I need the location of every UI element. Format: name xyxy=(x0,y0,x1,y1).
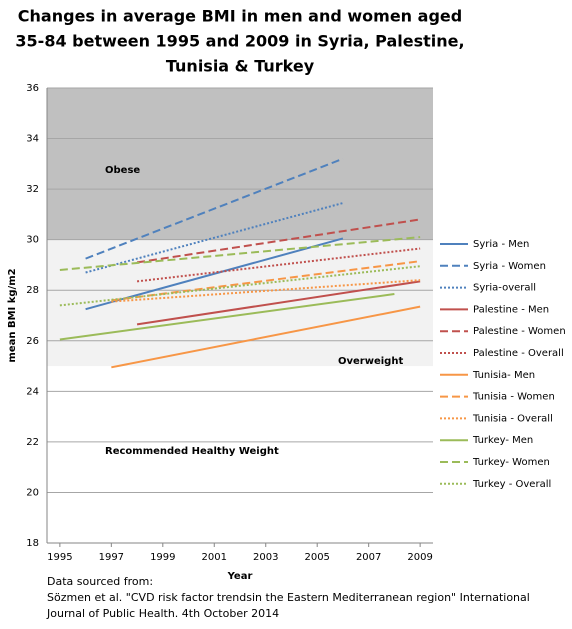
line-series xyxy=(59,265,421,307)
y-tick-label: 26 xyxy=(26,336,39,347)
x-tick-label: 1999 xyxy=(150,552,175,563)
y-tick-label: 34 xyxy=(26,134,39,145)
y-tick-label: 30 xyxy=(26,235,39,246)
band-label: Obese xyxy=(105,165,140,176)
line-series xyxy=(111,260,421,302)
y-tick-label: 20 xyxy=(26,487,39,498)
y-tick-label: 18 xyxy=(26,538,39,549)
x-tick-label: 2007 xyxy=(356,552,381,563)
legend-label: Turkey- Men xyxy=(472,435,533,446)
y-tick-label: 24 xyxy=(26,386,39,397)
x-tick-label: 2005 xyxy=(304,552,329,563)
chart-title: Tunisia & Turkey xyxy=(166,57,315,76)
legend-label: Tunisia- Men xyxy=(472,370,535,381)
y-tick-label: 32 xyxy=(26,184,39,195)
y-tick-label: 28 xyxy=(26,285,39,296)
legend-label: Palestine - Men xyxy=(473,304,549,315)
line-series xyxy=(111,305,421,369)
legend-label: Tunisia - Women xyxy=(472,392,555,403)
x-tick-label: 2003 xyxy=(253,552,278,563)
source-note: Journal of Public Health. 4th October 20… xyxy=(46,607,279,620)
legend-label: Syria-overall xyxy=(473,283,536,294)
y-tick-label: 36 xyxy=(26,83,39,94)
legend-label: Tunisia - Overall xyxy=(472,413,553,424)
chart-title: 35-84 between 1995 and 2009 in Syria, Pa… xyxy=(15,32,464,51)
chart-title: Changes in average BMI in men and women … xyxy=(18,7,462,26)
x-axis-label: Year xyxy=(227,571,253,582)
line-series xyxy=(59,236,421,271)
legend-label: Turkey - Overall xyxy=(472,479,551,490)
line-series xyxy=(85,202,344,274)
line-series xyxy=(59,293,395,341)
line-series xyxy=(85,157,344,260)
band xyxy=(47,88,433,240)
legend-label: Syria - Men xyxy=(473,239,529,250)
legend-label: Palestine - Overall xyxy=(473,348,564,359)
y-tick-label: 22 xyxy=(26,437,39,448)
legend-label: Syria - Women xyxy=(473,261,546,272)
legend-label: Turkey- Women xyxy=(472,457,550,468)
line-series xyxy=(136,280,421,326)
x-tick-label: 2009 xyxy=(407,552,432,563)
x-tick-label: 1995 xyxy=(47,552,72,563)
band-label: Overweight xyxy=(338,356,403,367)
y-axis-label: mean BMI kg/m2 xyxy=(7,268,18,362)
x-tick-label: 2001 xyxy=(202,552,227,563)
legend-label: Palestine - Women xyxy=(473,326,566,337)
source-note: Data sourced from: xyxy=(47,575,153,588)
annotation: Recommended Healthy Weight xyxy=(105,446,279,457)
line-series xyxy=(111,279,421,303)
x-tick-label: 1997 xyxy=(99,552,124,563)
source-note: Sözmen et al. "CVD risk factor trendsin … xyxy=(47,591,530,604)
line-series xyxy=(136,247,421,283)
